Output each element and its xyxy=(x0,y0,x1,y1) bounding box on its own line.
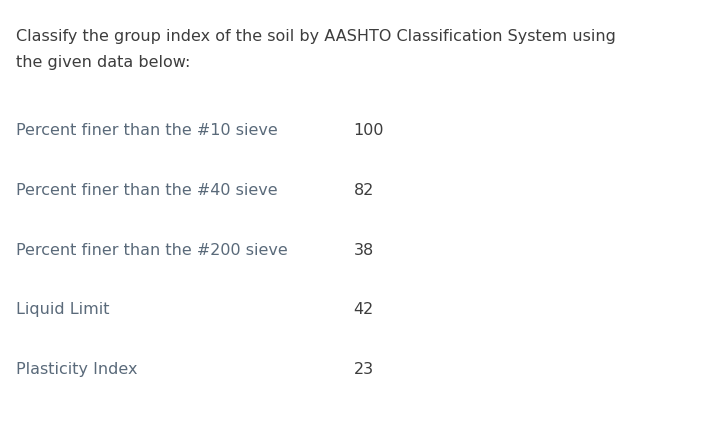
Text: 42: 42 xyxy=(354,302,374,317)
Text: 100: 100 xyxy=(354,123,384,138)
Text: 82: 82 xyxy=(354,183,374,198)
Text: Plasticity Index: Plasticity Index xyxy=(16,362,137,377)
Text: 38: 38 xyxy=(354,243,374,258)
Text: Liquid Limit: Liquid Limit xyxy=(16,302,109,317)
Text: Percent finer than the #200 sieve: Percent finer than the #200 sieve xyxy=(16,243,287,258)
Text: 23: 23 xyxy=(354,362,373,377)
Text: the given data below:: the given data below: xyxy=(16,55,190,70)
Text: Percent finer than the #40 sieve: Percent finer than the #40 sieve xyxy=(16,183,277,198)
Text: Classify the group index of the soil by AASHTO Classification System using: Classify the group index of the soil by … xyxy=(16,29,615,44)
Text: Percent finer than the #10 sieve: Percent finer than the #10 sieve xyxy=(16,123,277,138)
